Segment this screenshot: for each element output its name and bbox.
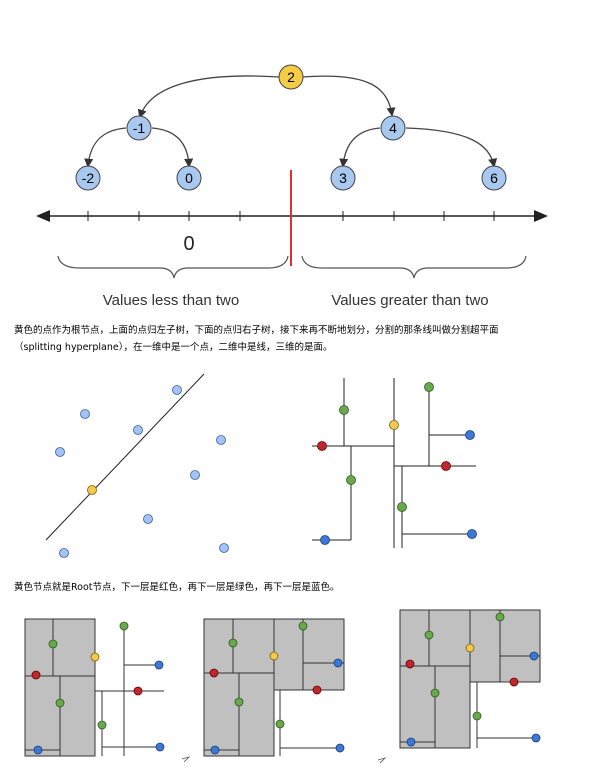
axis-zero-label: 0 — [183, 233, 194, 255]
svg-text:6: 6 — [490, 170, 498, 186]
edge-neg1-to-neg2 — [84, 127, 127, 168]
edge-4-to-3 — [339, 127, 381, 168]
edge-2-to-neg1 — [137, 75, 280, 119]
bst-node-4: 4 — [380, 115, 406, 141]
paragraph-1-line-1: 黄色的点作为根节点，上面的点归左子树，下面的点归右子树，接下来再不断地划分，分割… — [14, 325, 499, 336]
region-panel-2 — [203, 618, 387, 764]
edge-neg1-to-0 — [151, 127, 194, 168]
paragraph-2: 黄色节点就是Root节点，下一层是红色，再下一层是绿色，再下一层是蓝色。 — [14, 582, 340, 593]
kd-split-plot — [312, 378, 476, 548]
bst-node-neg2: -2 — [75, 165, 101, 191]
svg-text:0: 0 — [185, 170, 193, 186]
left-caption: Values less than two — [103, 292, 239, 309]
bst-node-6: 6 — [481, 165, 507, 191]
paragraph-1-line-2: （splitting hyperplane），在一维中是一个点，二维中是线，三维… — [14, 342, 333, 353]
right-caption: Values greater than two — [331, 292, 488, 309]
svg-text:-2: -2 — [82, 170, 95, 186]
svg-text:2: 2 — [287, 69, 295, 85]
region-panel-1 — [24, 618, 191, 763]
kd-split-points — [317, 382, 477, 545]
edge-4-to-6 — [405, 127, 498, 168]
svg-text:-1: -1 — [133, 120, 146, 136]
scatter-plot — [45, 373, 229, 558]
bst-node-2: 2 — [278, 64, 304, 90]
bst-node-neg1: -1 — [126, 115, 152, 141]
bst-diagram: 2 -1 4 -2 0 3 6 0 Values — [36, 64, 548, 309]
svg-text:4: 4 — [389, 120, 397, 136]
left-brace — [57, 255, 289, 279]
bst-node-3: 3 — [330, 165, 356, 191]
edge-2-to-4 — [302, 75, 396, 117]
bst-node-0: 0 — [176, 165, 202, 191]
svg-text:3: 3 — [339, 170, 347, 186]
right-brace — [301, 255, 527, 279]
region-panel-3 — [399, 609, 541, 749]
